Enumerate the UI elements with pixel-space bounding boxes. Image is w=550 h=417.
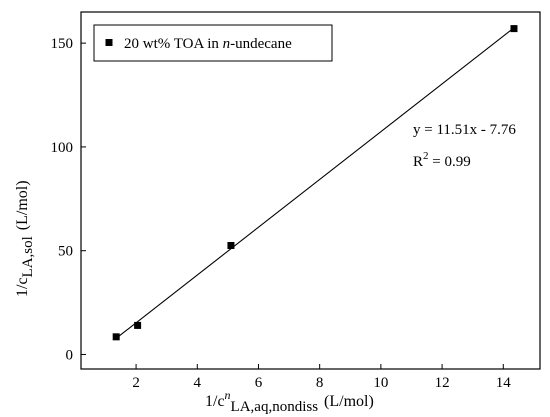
x-tick-label: 12 xyxy=(435,375,450,391)
legend-label-italic: n xyxy=(223,36,231,52)
data-point xyxy=(227,242,235,250)
x-title-unit: (L/mol) xyxy=(324,393,374,410)
y-title-sub: LA,sol xyxy=(20,236,36,277)
data-point xyxy=(134,321,142,329)
x-axis-ticks: 2 4 6 8 10 12 14 xyxy=(132,364,511,391)
legend-label: 20 wt% TOA in n-undecane xyxy=(124,36,292,52)
legend-marker-square xyxy=(105,39,113,46)
data-point xyxy=(510,25,518,33)
x-tick-label: 4 xyxy=(194,375,202,391)
regression-fit-line xyxy=(115,27,515,339)
y-title-prefix: 1/c xyxy=(14,277,31,297)
y-axis-ticks: 0 50 100 150 xyxy=(51,36,86,363)
r2-prefix: R xyxy=(413,154,423,170)
y-title-unit: (L/mol) xyxy=(14,180,31,230)
data-points xyxy=(112,25,518,341)
x-title-prefix: 1/c xyxy=(205,393,225,410)
legend: 20 wt% TOA in n-undecane xyxy=(93,24,333,62)
x-tick-label: 14 xyxy=(496,375,512,391)
y-tick-label: 150 xyxy=(51,36,74,52)
data-point xyxy=(112,333,120,341)
r2-value: = 0.99 xyxy=(429,154,471,170)
x-tick-label: 10 xyxy=(373,375,388,391)
plot-frame xyxy=(80,11,541,370)
legend-label-after: -undecane xyxy=(230,36,292,52)
y-tick-label: 0 xyxy=(66,347,74,363)
legend-box xyxy=(93,24,333,62)
legend-label-before: 20 wt% TOA in xyxy=(124,36,223,52)
fit-r-squared: R2 = 0.99 xyxy=(413,150,471,170)
x-title-sub: LA,aq,nondiss xyxy=(231,399,319,415)
x-axis-title: 1/cnLA,aq,nondiss (L/mol) xyxy=(205,388,374,415)
fit-equation: y = 11.51x - 7.76 xyxy=(413,122,516,138)
r2-superscript: 2 xyxy=(423,150,429,162)
x-tick-label: 6 xyxy=(255,375,263,391)
x-tick-label: 2 xyxy=(132,375,140,391)
y-axis-title: 1/cLA,sol (L/mol) xyxy=(14,180,36,297)
x-title-sup: n xyxy=(225,388,231,402)
x-tick-label: 8 xyxy=(316,375,324,391)
y-tick-label: 50 xyxy=(58,244,73,260)
y-tick-label: 100 xyxy=(51,140,74,156)
